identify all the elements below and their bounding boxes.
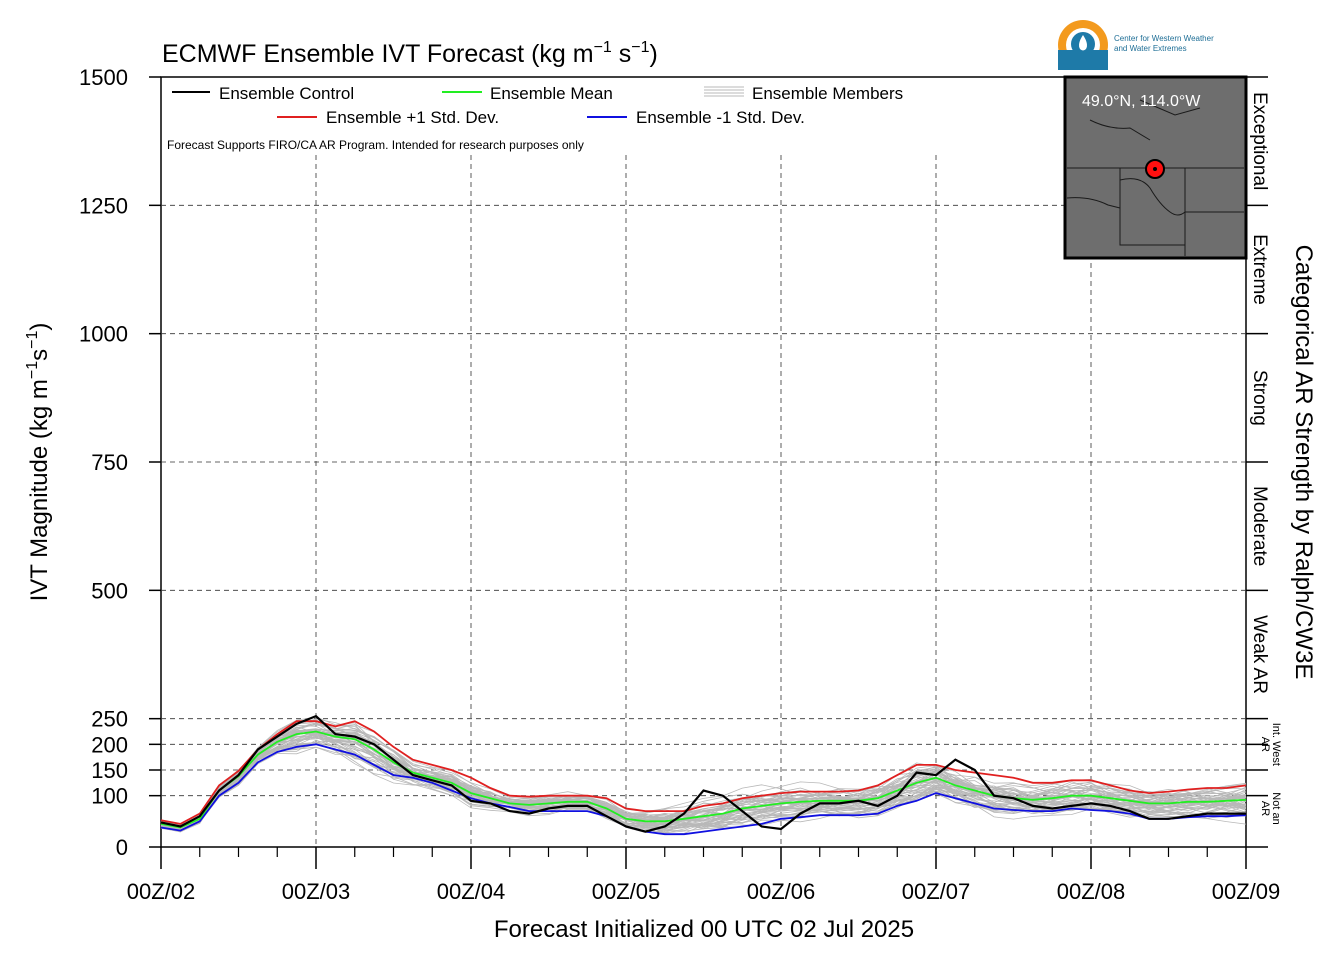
- y-tick-label: 200: [91, 732, 128, 757]
- svg-text:Weak AR: Weak AR: [1249, 615, 1270, 694]
- ensemble-member-line: [160, 746, 1247, 832]
- x-tick-label: 00Z/07: [902, 879, 971, 904]
- series-line-ensemble-1-std-dev-: [160, 720, 1247, 825]
- y-tick-label: 250: [91, 707, 128, 732]
- ensemble-member-line: [160, 732, 1247, 830]
- ensemble-member-line: [160, 728, 1247, 828]
- y-tick-label: 1500: [79, 65, 128, 90]
- right-axis-label: Categorical AR Strength by Ralph/CW3E: [1290, 245, 1317, 680]
- legend-members-label: Ensemble Members: [752, 84, 903, 103]
- y-tick-label: 100: [91, 784, 128, 809]
- svg-text:Strong: Strong: [1249, 370, 1270, 426]
- legend-control-label: Ensemble Control: [219, 84, 354, 103]
- svg-text:Exceptional: Exceptional: [1249, 92, 1270, 190]
- legend-minus-std-label: Ensemble -1 Std. Dev.: [636, 108, 805, 127]
- x-tick-label: 00Z/03: [282, 879, 351, 904]
- y-tick-label: 1250: [79, 193, 128, 218]
- x-tick-label: 00Z/09: [1212, 879, 1281, 904]
- inset-map: 49.0°N, 114.0°W: [1063, 75, 1248, 260]
- svg-text:Moderate: Moderate: [1249, 486, 1270, 566]
- cw3e-logo: Center for Western Weather and Water Ext…: [1058, 20, 1214, 70]
- y-tick-label: 0: [116, 835, 128, 860]
- chart-title: ECMWF Ensemble IVT Forecast (kg m−1 s−1): [162, 39, 658, 68]
- series-line-ensemble-control: [160, 714, 1246, 833]
- inset-location-text: 49.0°N, 114.0°W: [1082, 93, 1201, 110]
- svg-text:Int. West: Int. West: [1270, 723, 1282, 766]
- ensemble-member-line: [160, 722, 1247, 826]
- logo-text-line1: Center for Western Weather: [1114, 34, 1214, 43]
- x-tick-label: 00Z/05: [592, 879, 661, 904]
- legend-plus-std-label: Ensemble +1 Std. Dev.: [326, 108, 499, 127]
- svg-text:Not an: Not an: [1270, 792, 1282, 824]
- svg-text:Extreme: Extreme: [1249, 234, 1270, 305]
- svg-text:AR: AR: [1259, 737, 1271, 752]
- legend: Ensemble Control Ensemble Mean Ensemble …: [167, 84, 903, 152]
- y-tick-label: 1000: [79, 322, 128, 347]
- series-layer: [160, 714, 1247, 836]
- legend-mean-label: Ensemble Mean: [490, 84, 613, 103]
- y-tick-label: 750: [91, 450, 128, 475]
- x-axis-label: Forecast Initialized 00 UTC 02 Jul 2025: [494, 916, 914, 943]
- category-layer: Exceptional Extreme Strong Moderate Weak AR I…: [1249, 92, 1282, 825]
- legend-members-swatch: [704, 86, 744, 97]
- location-marker-icon: [1145, 159, 1165, 179]
- category-label: Exceptional: [1249, 92, 1270, 190]
- category-label: Strong: [1249, 370, 1270, 426]
- ensemble-member-line: [160, 728, 1247, 828]
- ensemble-member-line: [160, 726, 1247, 829]
- series-line-ensemble-mean: [160, 730, 1247, 829]
- y-axis-label: IVT Magnitude (kg m−1s−1): [24, 323, 53, 602]
- ensemble-member-line: [160, 723, 1247, 827]
- category-label: Weak AR: [1249, 615, 1270, 694]
- svg-text:AR: AR: [1259, 801, 1271, 816]
- legend-note: Forecast Supports FIRO/CA AR Program. In…: [167, 138, 584, 152]
- x-tick-label: 00Z/06: [747, 879, 816, 904]
- x-tick-label: 00Z/04: [437, 879, 506, 904]
- x-tick-label: 00Z/02: [127, 879, 196, 904]
- series-line-ensemble-1-std-dev-: [160, 743, 1247, 836]
- x-tick-label: 00Z/08: [1057, 879, 1126, 904]
- y-tick-label: 500: [91, 578, 128, 603]
- category-label: Extreme: [1249, 234, 1270, 305]
- y-tick-label: 150: [91, 758, 128, 783]
- ensemble-member-line: [160, 742, 1247, 834]
- logo-text-line2: and Water Extremes: [1114, 44, 1187, 53]
- ensemble-member-line: [160, 735, 1247, 831]
- x-ticks-layer: 00Z/02 00Z/03 00Z/04 00Z/05 00Z/06 00Z/07 00Z/…: [127, 847, 1281, 904]
- category-label: Moderate: [1249, 486, 1270, 566]
